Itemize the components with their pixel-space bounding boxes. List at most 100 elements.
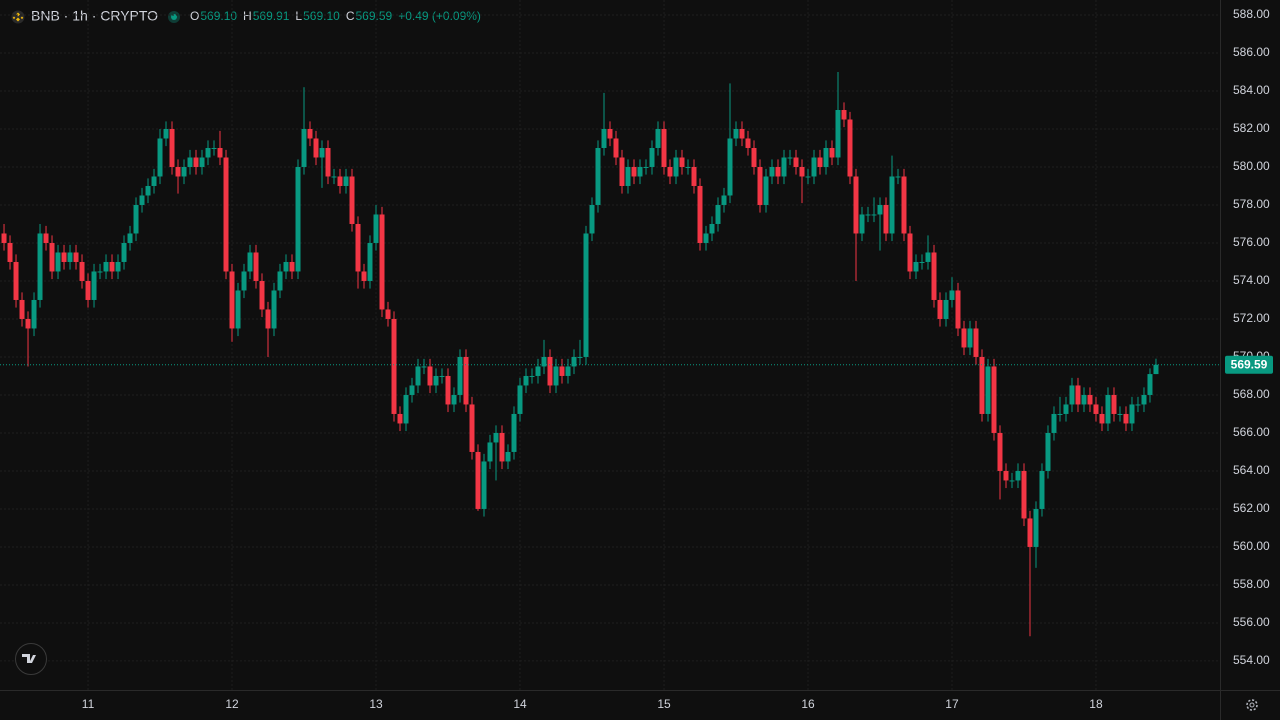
candle-body <box>799 166 805 177</box>
legend-value: 569.59 <box>355 9 392 23</box>
candle-body <box>1027 518 1033 547</box>
x-tick-label: 18 <box>1089 697 1103 711</box>
candle-body <box>463 356 469 405</box>
candle-body <box>685 166 691 168</box>
candle-body <box>37 233 43 300</box>
candle-body <box>421 366 427 368</box>
y-tick-label: 556.00 <box>1233 615 1270 629</box>
candle-body <box>85 280 91 300</box>
candle-body <box>901 176 907 234</box>
y-tick-label: 572.00 <box>1233 311 1270 325</box>
candle-body <box>961 328 967 348</box>
last-price-label: 569.59 <box>1231 357 1268 371</box>
candle-body <box>349 176 355 224</box>
x-tick-label: 15 <box>657 697 671 711</box>
candle-body <box>1045 432 1051 471</box>
candle-body <box>973 328 979 357</box>
candle-body <box>337 176 343 186</box>
candle-body <box>553 366 559 386</box>
candle-body <box>361 271 367 281</box>
last-price-badge <box>1225 355 1273 374</box>
candle-body <box>823 147 829 167</box>
x-tick-label: 13 <box>369 697 383 711</box>
candle-body <box>865 214 871 216</box>
candle-body <box>91 271 97 300</box>
candle-body <box>493 432 499 443</box>
candle-body <box>1081 394 1087 405</box>
candle-body <box>667 166 673 177</box>
candle-body <box>913 261 919 272</box>
candle-body <box>1093 404 1099 414</box>
y-tick-label: 568.00 <box>1233 387 1270 401</box>
candle-body <box>109 261 115 272</box>
candle-body <box>409 385 415 395</box>
candle-body <box>151 176 157 186</box>
candle-body <box>937 299 943 319</box>
candle-body <box>205 147 211 158</box>
candle-body <box>343 176 349 186</box>
candle-body <box>547 356 553 386</box>
candle-body <box>373 214 379 243</box>
candle-body <box>433 375 439 386</box>
legend-key: H <box>243 9 252 23</box>
candle-body <box>541 356 547 367</box>
candle-body <box>259 280 265 310</box>
candle-body <box>145 185 151 196</box>
candle-body <box>577 356 583 358</box>
candle-body <box>1075 385 1081 405</box>
candle-body <box>841 109 847 120</box>
candle-body <box>679 157 685 167</box>
candle-body <box>1051 413 1057 433</box>
candle-body <box>7 242 13 262</box>
candle-body <box>307 128 313 139</box>
candle-body <box>709 223 715 234</box>
y-tick-label: 580.00 <box>1233 159 1270 173</box>
candle-body <box>511 413 517 452</box>
candle-body <box>73 252 79 262</box>
candle-body <box>817 157 823 167</box>
candle-body <box>739 128 745 139</box>
legend-value: 569.91 <box>253 9 290 23</box>
settings-button[interactable] <box>1246 699 1258 711</box>
candle-body <box>1153 364 1159 375</box>
legend-key: O <box>190 9 199 23</box>
candle-body <box>391 318 397 414</box>
symbol-title: BNB · 1h · CRYPTO <box>31 8 158 24</box>
y-tick-label: 560.00 <box>1233 539 1270 553</box>
candle-body <box>103 261 109 272</box>
candle-body <box>757 166 763 205</box>
candle-body <box>601 128 607 148</box>
candle-body <box>439 375 445 377</box>
candle-body <box>829 147 835 158</box>
candle-body <box>769 166 775 177</box>
candle-body <box>43 233 49 243</box>
x-tick-label: 17 <box>945 697 959 711</box>
candle-body <box>1087 394 1093 405</box>
tradingview-logo[interactable] <box>15 643 47 675</box>
candle-body <box>889 176 895 234</box>
candle-body <box>79 261 85 281</box>
candle-body <box>979 356 985 414</box>
candle-body <box>247 252 253 272</box>
candle-body <box>595 147 601 205</box>
candle-body <box>877 204 883 215</box>
candle-body <box>931 252 937 300</box>
y-tick-label: 586.00 <box>1233 45 1270 59</box>
candle-body <box>403 394 409 424</box>
candle-body <box>1009 480 1015 482</box>
y-tick-label: 558.00 <box>1233 577 1270 591</box>
candle-body <box>733 128 739 139</box>
candle-body <box>985 366 991 414</box>
candle-body <box>181 166 187 177</box>
candle-body <box>559 366 565 376</box>
candle-body <box>499 432 505 462</box>
candle-body <box>235 290 241 329</box>
candle-body <box>355 223 361 272</box>
candle-body <box>775 166 781 177</box>
candle-body <box>1123 413 1129 424</box>
candle-body <box>997 432 1003 471</box>
candle-body <box>139 195 145 205</box>
candle-body <box>571 356 577 367</box>
candle-body <box>643 166 649 168</box>
legend-key: L <box>295 9 302 23</box>
